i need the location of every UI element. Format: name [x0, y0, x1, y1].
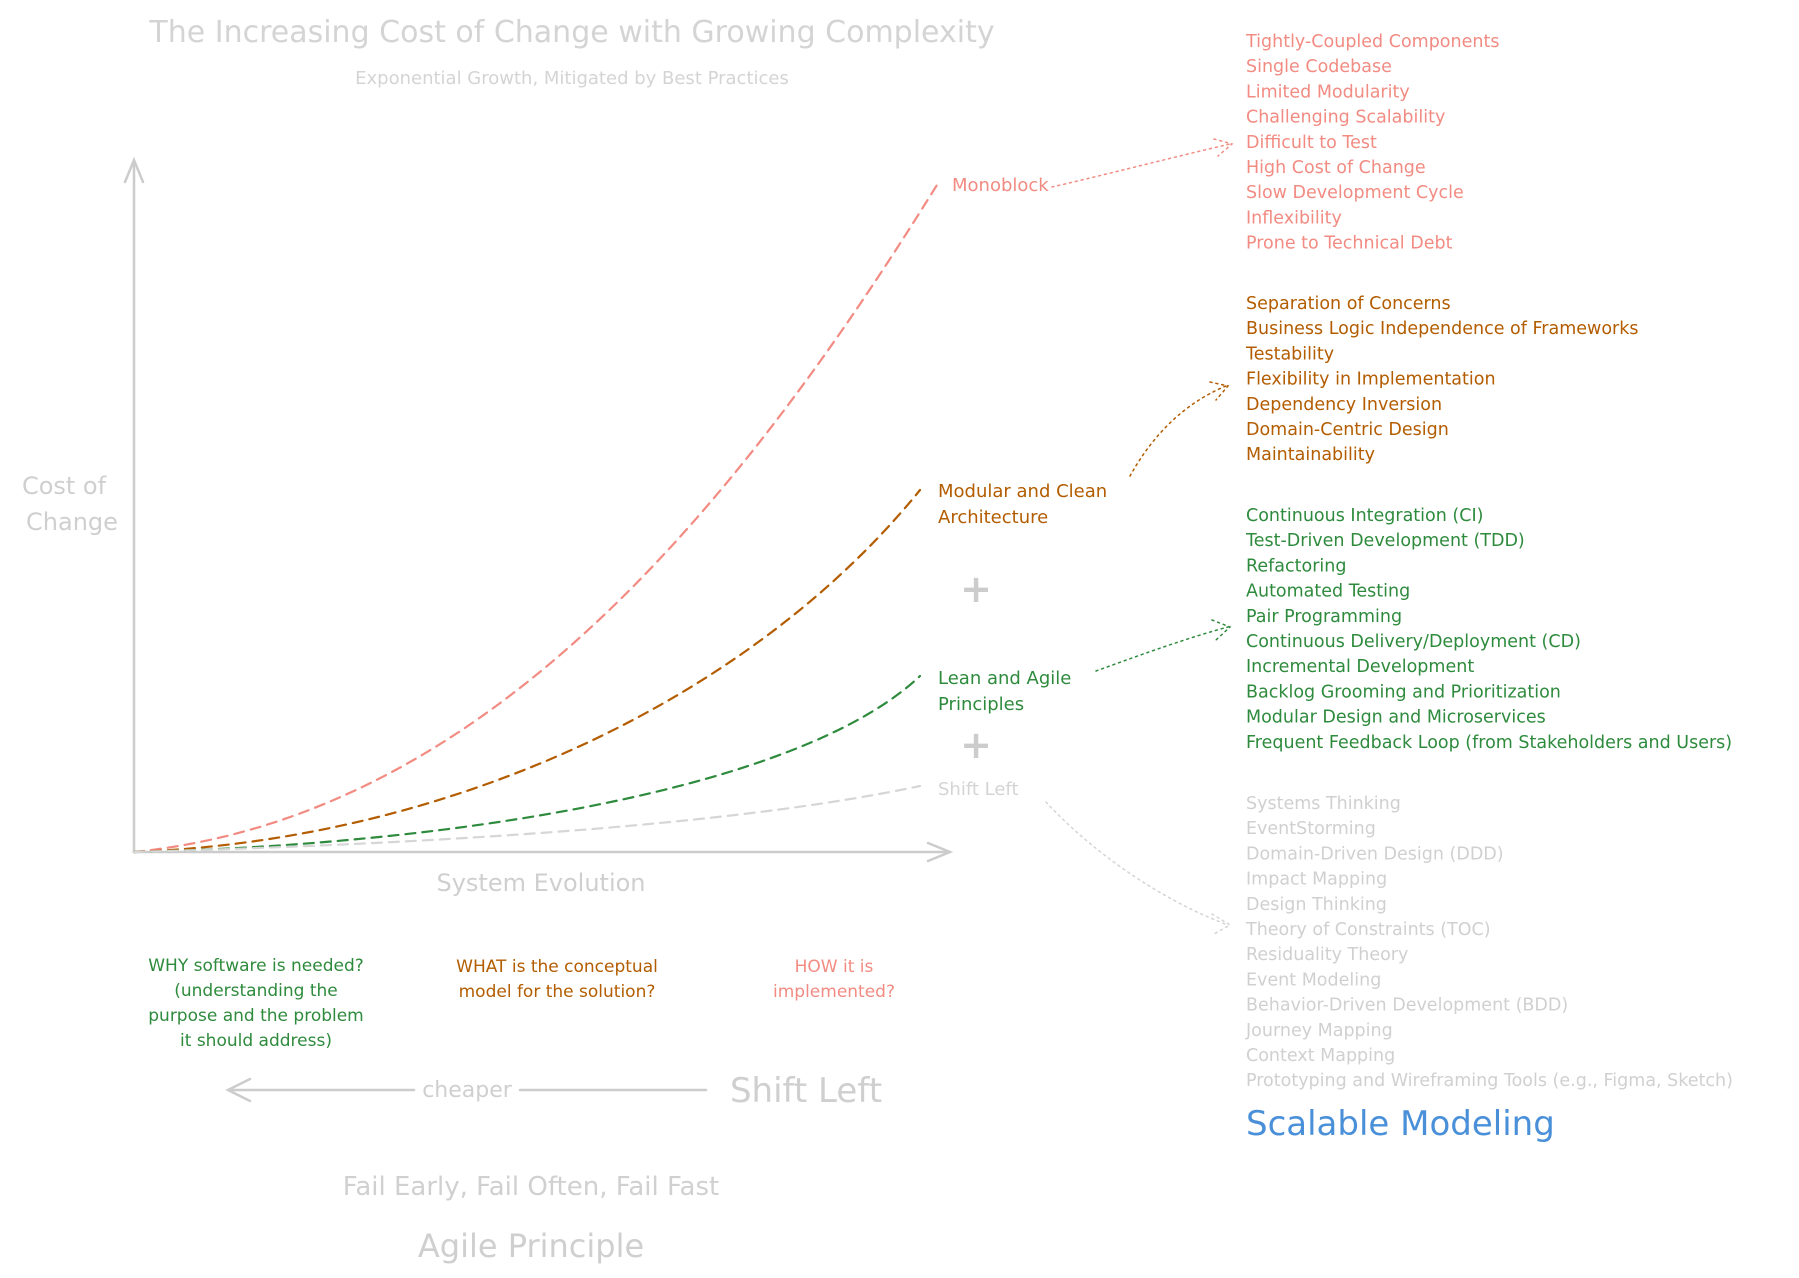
- y-axis-label-line-2: Change: [26, 508, 118, 536]
- why-question-line: (understanding the: [174, 981, 338, 1001]
- why-question-line: it should address): [180, 1031, 332, 1051]
- why-question-line: WHY software is needed?: [148, 956, 364, 976]
- monoblock-label: Monoblock: [952, 175, 1049, 196]
- why-question: WHY software is needed? (understanding th…: [148, 956, 364, 1051]
- lean-practice-item: Pair Programming: [1246, 607, 1402, 627]
- monoblock-trait-item: Limited Modularity: [1246, 82, 1410, 102]
- monoblock-trait-item: Single Codebase: [1246, 57, 1392, 77]
- shift-left-title: Shift Left: [730, 1071, 882, 1111]
- modular-trait-item: Testability: [1245, 344, 1334, 364]
- modular-trait-item: Domain-Centric Design: [1246, 420, 1449, 440]
- shift-left-label: Shift Left: [938, 779, 1019, 800]
- lean-label-line-1: Lean and Agile: [938, 668, 1071, 689]
- lean-practice-item: Backlog Grooming and Prioritization: [1246, 682, 1561, 702]
- how-question-line: implemented?: [773, 982, 895, 1002]
- how-question: HOW it is implemented?: [773, 957, 895, 1002]
- monoblock-trait-item: Difficult to Test: [1246, 133, 1377, 153]
- shift-left-practice-item: Domain-Driven Design (DDD): [1246, 844, 1504, 864]
- x-axis-arrowhead: [926, 841, 954, 863]
- lean-label-line-2: Principles: [938, 694, 1024, 715]
- modular-label-line-2: Architecture: [938, 507, 1048, 528]
- how-question-line: HOW it is: [795, 957, 874, 977]
- agile-motto: Fail Early, Fail Often, Fail Fast: [343, 1172, 719, 1202]
- shift-left-practice-item: Systems Thinking: [1246, 794, 1401, 814]
- diagram-title: The Increasing Cost of Change with Growi…: [148, 15, 994, 50]
- shift-left-practice-item: Prototyping and Wireframing Tools (e.g.,…: [1246, 1071, 1733, 1091]
- lean-agile-practices-list: Continuous Integration (CI) Test-Driven D…: [1245, 506, 1732, 753]
- shift-left-practice-item: Journey Mapping: [1245, 1021, 1393, 1041]
- agile-principle: Agile Principle: [418, 1227, 644, 1265]
- shift-left-practice-item: Behavior-Driven Development (BDD): [1246, 996, 1568, 1016]
- shift-left-practice-item: Impact Mapping: [1246, 870, 1387, 890]
- modular-traits-list: Separation of Concerns Business Logic Ind…: [1245, 294, 1638, 465]
- modular-trait-item: Business Logic Independence of Framework…: [1246, 319, 1638, 339]
- lean-curve: [132, 674, 922, 854]
- monoblock-traits-list: Tightly-Coupled Components Single Codebas…: [1245, 32, 1499, 254]
- modular-label-line-1: Modular and Clean: [938, 481, 1107, 502]
- lean-practice-item: Modular Design and Microservices: [1246, 708, 1546, 728]
- shift-left-practice-item: Design Thinking: [1246, 895, 1387, 915]
- monoblock-connector-arrowhead: [1213, 138, 1234, 157]
- modular-trait-item: Flexibility in Implementation: [1246, 370, 1496, 390]
- lean-practice-item: Automated Testing: [1246, 582, 1410, 602]
- monoblock-curve: [132, 178, 942, 854]
- cheaper-label: cheaper: [422, 1078, 513, 1103]
- chart-axes: [123, 156, 954, 863]
- lean-practice-item: Refactoring: [1246, 556, 1346, 576]
- modular-trait-item: Maintainability: [1246, 445, 1375, 465]
- scalable-modeling-label: Scalable Modeling: [1246, 1104, 1555, 1144]
- shift-left-curve: [132, 784, 922, 854]
- what-question: WHAT is the conceptual model for the solu…: [456, 957, 658, 1002]
- shift-left-connector-arrowhead: [1211, 913, 1232, 935]
- shift-left-practice-item: Context Mapping: [1246, 1046, 1395, 1066]
- lean-practice-item: Continuous Delivery/Deployment (CD): [1246, 632, 1581, 652]
- shift-left-practice-item: Residuality Theory: [1246, 945, 1408, 965]
- y-axis-arrowhead: [123, 156, 145, 184]
- shift-left-practice-item: Theory of Constraints (TOC): [1245, 920, 1491, 940]
- y-axis-label-line-1: Cost of: [22, 472, 107, 500]
- x-axis-label: System Evolution: [436, 869, 645, 897]
- lean-practice-item: Incremental Development: [1246, 657, 1474, 677]
- shift-left-practice-item: EventStorming: [1246, 819, 1376, 839]
- lean-practice-item: Frequent Feedback Loop (from Stakeholder…: [1246, 733, 1732, 753]
- plus-sign-upper: +: [960, 567, 992, 611]
- monoblock-trait-item: High Cost of Change: [1246, 158, 1426, 178]
- monoblock-trait-item: Slow Development Cycle: [1246, 183, 1464, 203]
- lean-practice-item: Continuous Integration (CI): [1246, 506, 1483, 526]
- shift-left-arrowhead: [225, 1077, 252, 1103]
- modular-curve: [132, 488, 922, 854]
- modular-trait-item: Dependency Inversion: [1246, 395, 1442, 415]
- shift-left-practice-item: Event Modeling: [1246, 970, 1381, 990]
- lean-connector-arrowhead: [1211, 619, 1232, 641]
- shift-left-arrow: [225, 1077, 708, 1103]
- monoblock-connector: [1051, 143, 1231, 188]
- diagram-subtitle: Exponential Growth, Mitigated by Best Pr…: [355, 68, 789, 89]
- monoblock-trait-item: Tightly-Coupled Components: [1245, 32, 1499, 52]
- plus-sign-lower: +: [960, 723, 992, 767]
- monoblock-trait-item: Inflexibility: [1246, 208, 1342, 228]
- shift-left-connector: [1045, 801, 1229, 926]
- what-question-line: WHAT is the conceptual: [456, 957, 658, 977]
- lean-connector: [1095, 626, 1229, 672]
- lean-practice-item: Test-Driven Development (TDD): [1245, 531, 1525, 551]
- monoblock-trait-item: Challenging Scalability: [1246, 108, 1445, 128]
- monoblock-trait-item: Prone to Technical Debt: [1246, 234, 1453, 254]
- what-question-line: model for the solution?: [459, 982, 656, 1002]
- shift-left-practices-list: Systems Thinking EventStorming Domain-Driv…: [1245, 794, 1733, 1091]
- modular-trait-item: Separation of Concerns: [1246, 294, 1451, 314]
- cost-curves: [132, 178, 942, 854]
- modular-connector-arrowhead: [1209, 381, 1230, 401]
- why-question-line: purpose and the problem: [148, 1006, 364, 1026]
- modular-connector: [1129, 385, 1227, 477]
- connectors: [1045, 138, 1234, 935]
